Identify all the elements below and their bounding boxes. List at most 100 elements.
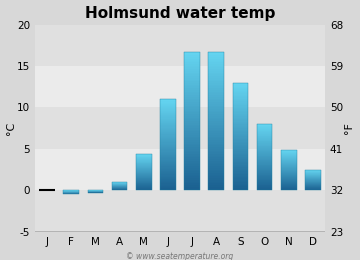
Bar [233,127,248,128]
Bar [208,118,224,119]
Bar [281,183,297,184]
Bar [281,153,297,154]
Bar [208,170,224,171]
Bar [233,116,248,118]
Bar [160,100,176,101]
Bar [184,140,200,142]
Bar [257,150,273,151]
Bar [257,153,273,154]
Bar [281,163,297,164]
Bar [208,55,224,57]
Bar [208,140,224,142]
Bar [160,133,176,134]
Bar [160,157,176,158]
Bar [184,161,200,163]
Bar [257,135,273,136]
Bar [184,180,200,182]
Bar [184,106,200,107]
Bar [233,165,248,166]
Bar [233,151,248,153]
Bar [233,134,248,135]
Bar [233,124,248,126]
Bar [208,52,224,190]
Bar [136,174,152,175]
Bar [233,174,248,176]
Bar [208,116,224,118]
Bar [281,155,297,156]
Bar [184,104,200,106]
Bar [184,133,200,135]
Bar [257,149,273,150]
Bar [233,182,248,184]
Bar [257,183,273,184]
Bar [233,99,248,100]
Bar [184,112,200,114]
Bar [136,155,152,156]
Bar [160,182,176,184]
Bar [233,150,248,151]
Bar [233,82,248,190]
Bar [257,160,273,161]
Bar [281,162,297,163]
Bar [233,88,248,89]
Bar [136,179,152,180]
Bar [160,124,176,125]
Bar [208,54,224,55]
Bar [160,154,176,155]
Bar [184,116,200,118]
Bar [257,157,273,158]
Bar [63,190,79,194]
Bar [160,125,176,126]
Bar [160,162,176,163]
Text: © www.seatemperature.org: © www.seatemperature.org [126,252,234,260]
Bar [136,186,152,187]
Bar [281,169,297,170]
Bar [184,145,200,147]
Bar [281,174,297,175]
Bar [257,127,273,128]
Bar [257,136,273,137]
Bar [257,166,273,167]
Bar [160,164,176,165]
Bar [233,118,248,119]
Bar [233,169,248,170]
Bar [160,99,176,100]
Bar [281,150,297,151]
Bar [184,119,200,121]
Bar [257,174,273,176]
Bar [281,189,297,190]
Bar [136,164,152,165]
Bar [160,163,176,164]
Bar [160,128,176,129]
Bar [136,167,152,168]
Bar [281,180,297,181]
Bar [281,177,297,178]
Bar [208,62,224,64]
Bar [160,140,176,141]
Bar [233,104,248,106]
Bar [233,146,248,147]
Bar [208,121,224,123]
Bar [112,182,127,190]
Bar [208,83,224,85]
Bar [257,146,273,147]
Bar [208,90,224,92]
Bar [281,161,297,162]
Bar [184,87,200,88]
Bar [257,170,273,171]
Bar [208,187,224,188]
Bar [233,112,248,114]
Bar [233,107,248,108]
Bar [208,159,224,161]
Bar [233,135,248,137]
Bar [208,173,224,175]
Bar [160,130,176,131]
Bar [136,184,152,185]
Bar [35,149,325,190]
Bar [136,158,152,159]
Bar [281,173,297,174]
Bar [233,180,248,181]
Bar [257,154,273,155]
Bar [160,131,176,132]
Bar [160,180,176,181]
